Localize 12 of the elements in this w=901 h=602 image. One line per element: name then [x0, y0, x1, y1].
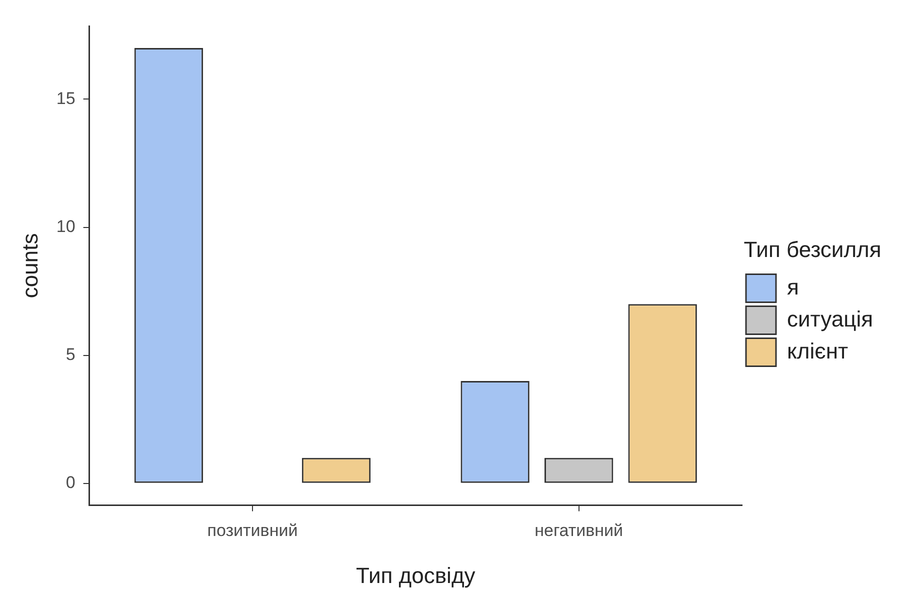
- legend-title: Тип безсилля: [744, 236, 882, 262]
- y-tick-label: 10: [56, 216, 76, 236]
- legend-label: ситуація: [787, 306, 874, 332]
- x-axis-title: Тип досвіду: [356, 562, 476, 588]
- legend-label: клієнт: [787, 338, 848, 364]
- y-tick-label: 15: [56, 88, 76, 108]
- y-axis-title: counts: [17, 233, 42, 298]
- y-tick-label: 5: [66, 345, 76, 364]
- legend-label: я: [787, 274, 799, 300]
- x-tick-label: негативний: [534, 521, 624, 540]
- y-tick-label: 0: [66, 473, 76, 492]
- x-tick-label: позитивний: [207, 521, 298, 540]
